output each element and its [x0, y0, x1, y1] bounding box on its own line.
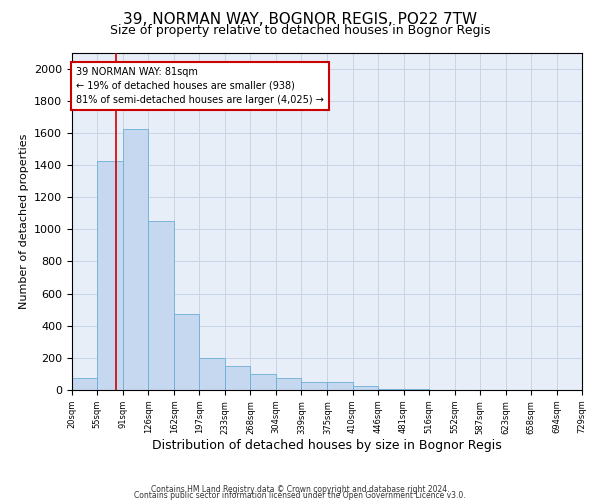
Bar [301, 382, 328, 390]
Bar [353, 386, 379, 390]
Text: Contains public sector information licensed under the Open Government Licence v3: Contains public sector information licen… [134, 491, 466, 500]
Text: 39 NORMAN WAY: 81sqm
← 19% of detached houses are smaller (938)
81% of semi-deta: 39 NORMAN WAY: 81sqm ← 19% of detached h… [76, 67, 324, 105]
X-axis label: Distribution of detached houses by size in Bognor Regis: Distribution of detached houses by size … [152, 439, 502, 452]
Bar [404, 389, 429, 390]
Bar [225, 366, 250, 390]
Bar [199, 358, 225, 390]
Bar [276, 378, 301, 390]
Text: Size of property relative to detached houses in Bognor Regis: Size of property relative to detached ho… [110, 24, 490, 37]
Bar [72, 378, 97, 390]
Bar [379, 389, 404, 390]
Y-axis label: Number of detached properties: Number of detached properties [19, 134, 29, 309]
Text: Contains HM Land Registry data © Crown copyright and database right 2024.: Contains HM Land Registry data © Crown c… [151, 485, 449, 494]
Bar [148, 221, 174, 390]
Bar [328, 382, 353, 390]
Text: 39, NORMAN WAY, BOGNOR REGIS, PO22 7TW: 39, NORMAN WAY, BOGNOR REGIS, PO22 7TW [123, 12, 477, 28]
Bar [174, 314, 199, 390]
Bar [250, 374, 276, 390]
Bar [97, 161, 123, 390]
Bar [123, 129, 148, 390]
